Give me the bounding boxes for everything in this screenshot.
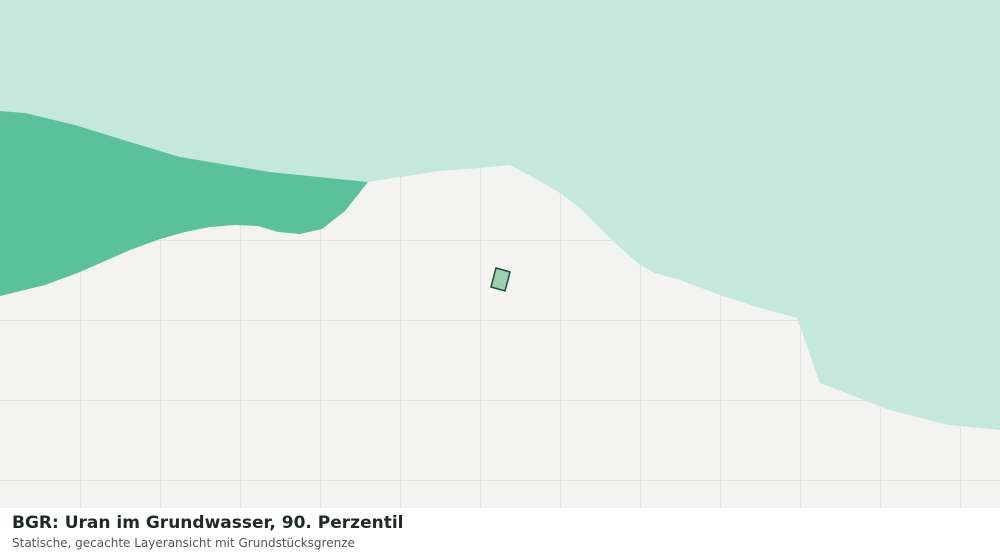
map-subtitle: Statische, gecachte Layeransicht mit Gru… — [12, 536, 355, 550]
uranium-zone-high — [0, 111, 368, 296]
map — [0, 0, 1000, 508]
uranium-zone-low — [0, 0, 1000, 430]
map-title: BGR: Uran im Grundwasser, 90. Perzentil — [12, 513, 404, 533]
parcel-boundary — [490, 267, 511, 292]
caption: BGR: Uran im Grundwasser, 90. Perzentil … — [12, 512, 992, 552]
